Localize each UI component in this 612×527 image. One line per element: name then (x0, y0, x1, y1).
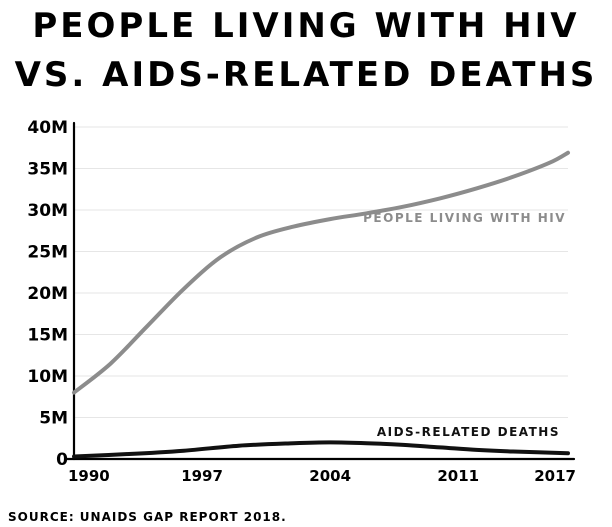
chart-title-line-1: PEOPLE LIVING WITH HIV (32, 6, 580, 46)
x-tick-label: 2011 (437, 467, 479, 485)
x-tick-label: 1997 (181, 467, 223, 485)
y-tick-label: 5M (39, 409, 68, 429)
y-tick-label: 30M (27, 201, 68, 221)
series-line-aids-related-deaths (72, 440, 570, 459)
y-tick-label: 35M (27, 160, 68, 180)
y-tick-label: 10M (27, 367, 68, 387)
series-line-people-living-with-hiv (72, 150, 570, 395)
series-label-aids-related-deaths: AIDS-RELATED DEATHS (377, 425, 560, 439)
y-tick-label: 40M (27, 118, 68, 138)
y-tick-label: 15M (27, 326, 68, 346)
x-tick-label: 2004 (309, 467, 351, 485)
y-tick-label: 25M (27, 243, 68, 263)
y-tick-label: 0 (56, 450, 68, 470)
series-label-people-living-with-hiv: PEOPLE LIVING WITH HIV (363, 211, 566, 225)
x-tick-label: 2017 (534, 467, 576, 485)
chart-title-line-2: VS. AIDS-RELATED DEATHS (14, 55, 598, 95)
y-tick-label: 20M (27, 284, 68, 304)
source-note: SOURCE: UNAIDS GAP REPORT 2018. (8, 510, 287, 524)
x-tick-label: 1990 (68, 467, 110, 485)
